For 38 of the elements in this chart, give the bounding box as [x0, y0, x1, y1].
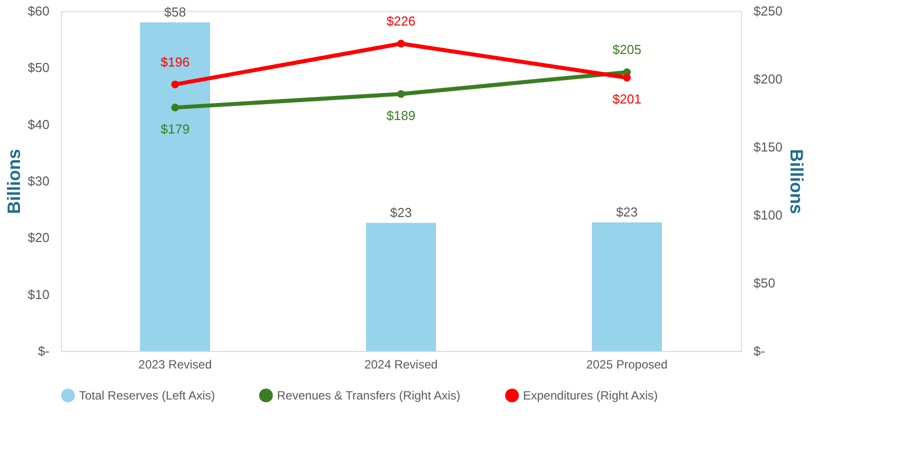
data-label: $23 [390, 204, 412, 220]
point [397, 40, 405, 48]
bar [592, 222, 662, 351]
y-tick-label: $60 [28, 4, 50, 18]
y-tick-label: $30 [28, 174, 50, 188]
legend-label: Total Reserves (Left Axis) [79, 388, 216, 402]
point [623, 74, 631, 82]
legend-label: Revenues & Transfers (Right Axis) [277, 388, 460, 402]
y2-tick-label: $250 [754, 4, 782, 18]
x-tick-label: 2025 Proposed [586, 358, 668, 372]
bar [140, 22, 210, 351]
data-label: $58 [164, 4, 186, 20]
data-label: $226 [386, 14, 416, 29]
data-label: $205 [612, 42, 642, 58]
data-label: $179 [160, 122, 190, 137]
y-tick-label: $20 [28, 230, 50, 246]
y2-tick-label: $150 [754, 140, 782, 154]
y-axis-title: Billions [4, 148, 24, 214]
y-tick-label: $40 [28, 116, 50, 132]
data-label: $196 [160, 54, 190, 70]
y-tick-label: $50 [28, 60, 50, 76]
y2-axis-title: Billions [786, 148, 806, 214]
point [397, 90, 405, 98]
y-tick-label: $- [38, 344, 50, 358]
point [171, 80, 179, 88]
data-label: $201 [612, 92, 642, 107]
x-tick-label: 2024 Revised [364, 358, 438, 372]
y2-tick-label: $200 [754, 72, 782, 86]
data-label: $189 [386, 108, 416, 123]
y2-tick-label: $100 [754, 208, 782, 222]
x-tick-label: 2023 Revised [138, 358, 212, 372]
bar [366, 222, 436, 351]
legend-label: Expenditures (Right Axis) [523, 388, 658, 402]
y-tick-label: $10 [28, 286, 50, 302]
y2-tick-label: $- [754, 344, 766, 358]
y2-tick-label: $50 [754, 276, 776, 290]
point [171, 104, 179, 112]
data-label: $23 [616, 204, 638, 220]
